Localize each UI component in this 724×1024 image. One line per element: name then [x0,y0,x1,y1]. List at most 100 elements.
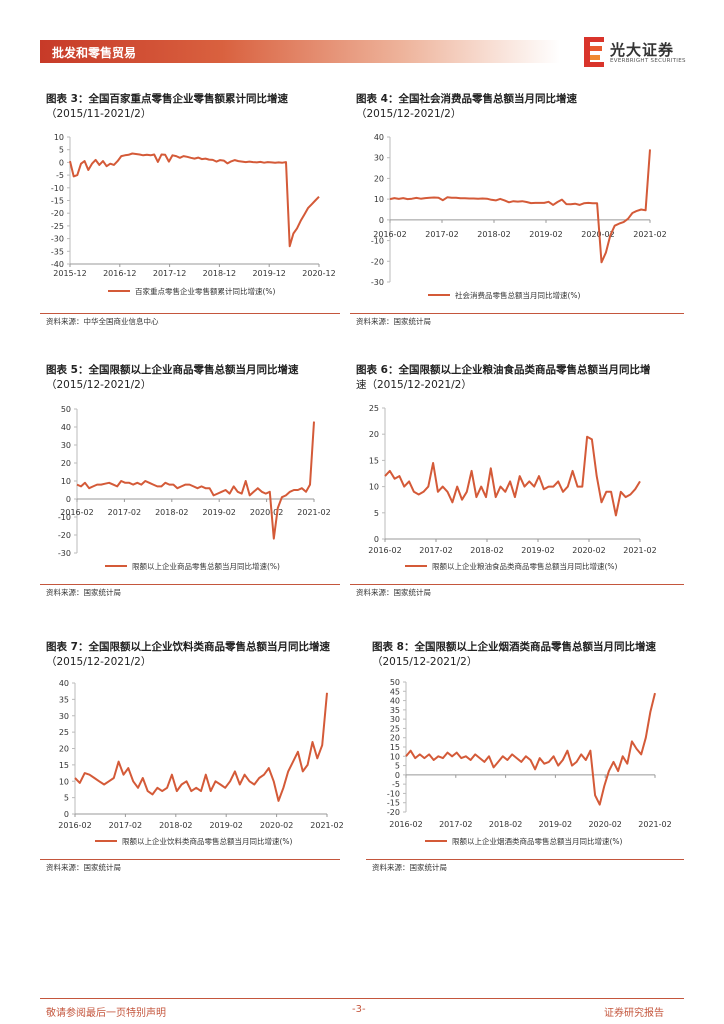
chart-6-y-tick-label: 0 [374,535,379,544]
chart-3-x-tick-label: 2015-12 [53,269,86,278]
footer-disclaimer: 敬请参阅最后一页特别声明 [46,1008,166,1019]
chart-7-x-tick-label: 2017-02 [109,821,142,830]
chart-7-y-tick-label: 25 [59,728,69,737]
chart-6-title: 图表 6：全国限额以上企业粮油食品类商品零售总额当月同比增 速（2015/12-… [356,363,650,393]
chart-3-y-tick-label: 10 [54,133,64,142]
chart-7-x-tick-label: 2018-02 [159,821,192,830]
chart-4-y-tick-label: -20 [371,257,384,266]
chart-5-y-tick-label: 40 [61,423,71,432]
chart-8-x-tick-label: 2017-02 [439,820,472,829]
chart-5-y-tick-label: -10 [58,513,71,522]
chart-6-source: 资料来源：国家统计局 [356,588,431,597]
chart-3-title-line1: 图表 3：全国百家重点零售企业零售额累计同比增速 [46,93,288,105]
chart-4-x-tick-label: 2017-02 [425,230,458,239]
chart-3-y-tick-label: -30 [51,235,64,244]
chart-7-title-line2: （2015/12-2021/2） [46,656,152,668]
brand-name-en: EVERBRIGHT SECURITIES [610,58,686,64]
chart-5-y-tick-label: -30 [58,549,71,558]
chart-4-y-tick-label: 20 [374,174,384,183]
chart-4-title: 图表 4：全国社会消费品零售总额当月同比增速 （2015/12-2021/2） [356,92,577,122]
section-banner [40,40,560,63]
chart-6-legend-label: 限额以上企业粮油食品类商品零售总额当月同比增速(%) [432,561,618,571]
chart-6-y-tick-label: 5 [374,509,379,518]
chart-6-y-tick-label: 25 [369,404,379,413]
chart-4-series-line [389,149,651,264]
chart-4-x-tick-label: 2016-02 [373,230,406,239]
chart-6-x-tick-label: 2021-02 [623,546,656,555]
chart-6-y-tick-label: 20 [369,430,379,439]
chart-8-y-tick-label: 25 [390,724,400,733]
chart-8-x-tick-label: 2018-02 [489,820,522,829]
chart-8-y-tick-label: 0 [395,771,400,780]
chart-8-series-line [405,692,656,806]
chart-5-x-tick-label: 2021-02 [297,508,330,517]
chart-3-legend-label: 百家重点零售企业零售额累计同比增速(%) [135,286,276,296]
chart-3-title-line2: （2015/11-2021/2） [46,108,152,120]
chart-8-legend-label: 限额以上企业烟酒类商品零售总额当月同比增速(%) [452,836,623,846]
chart-6-title-line1: 图表 6：全国限额以上企业粮油食品类商品零售总额当月同比增 [356,364,651,376]
chart-7-y-tick-label: 35 [59,695,69,704]
chart-5-title-line1: 图表 5：全国限额以上企业商品零售总额当月同比增速 [46,364,299,376]
chart-8-y-tick-label: 40 [390,697,400,706]
chart-7-x-tick-label: 2021-02 [310,821,343,830]
chart-7-source: 资料来源：国家统计局 [46,863,121,872]
chart-8-divider [366,859,684,860]
footer-divider [40,998,684,999]
chart-7-x-tick-label: 2020-02 [260,821,293,830]
chart-3-y-tick-label: -20 [51,209,64,218]
chart-5-y-tick-label: -20 [58,531,71,540]
chart-5-series-line [76,421,315,540]
chart-4-x-tick-label: 2021-02 [633,230,666,239]
chart-5-title: 图表 5：全国限额以上企业商品零售总额当月同比增速 （2015/12-2021/… [46,363,298,393]
chart-7-title: 图表 7：全国限额以上企业饮料类商品零售总额当月同比增速 （2015/12-20… [46,640,330,670]
chart-8-y-tick-label: -20 [387,808,400,817]
chart-4-y-tick-label: 10 [374,195,384,204]
chart-5-divider [40,584,340,585]
chart-8-title-line2: （2015/12-2021/2） [372,656,478,668]
chart-7-y-tick-label: 10 [59,777,69,786]
chart-5-x-tick-label: 2020-02 [250,508,283,517]
chart-6-divider [350,584,684,585]
chart-3-y-tick-label: -25 [51,222,64,231]
chart-6-x-tick-label: 2017-02 [419,546,452,555]
chart-6-x-tick-label: 2016-02 [368,546,401,555]
chart-8-y-tick-label: 35 [390,706,400,715]
chart-8-y-tick-label: 15 [390,743,400,752]
chart-3-y-tick-label: -40 [51,260,64,269]
chart-4-y-tick-label: 40 [374,133,384,142]
chart-3-title: 图表 3：全国百家重点零售企业零售额累计同比增速 （2015/11-2021/2… [46,92,288,122]
chart-5-x-tick-label: 2017-02 [108,508,141,517]
chart-6-y-tick-label: 10 [369,483,379,492]
chart-8-y-tick-label: 45 [390,687,400,696]
chart-4-x-tick-label: 2020-02 [581,230,614,239]
chart-4-x-tick-label: 2018-02 [477,230,510,239]
chart-5-y-tick-label: 50 [61,405,71,414]
chart-3-y-tick-label: 5 [59,146,64,155]
chart-8-y-tick-label: 10 [390,752,400,761]
chart-7-divider [40,859,340,860]
chart-6-x-tick-label: 2020-02 [572,546,605,555]
chart-7-y-tick-label: 15 [59,761,69,770]
chart-5-y-tick-label: 30 [61,441,71,450]
chart-3-x-tick-label: 2018-12 [203,269,236,278]
chart-7-y-tick-label: 20 [59,745,69,754]
chart-7-title-line1: 图表 7：全国限额以上企业饮料类商品零售总额当月同比增速 [46,641,330,653]
chart-8-y-tick-label: 20 [390,734,400,743]
chart-6-y-tick-label: 15 [369,456,379,465]
chart-3-x-tick-label: 2020-12 [302,269,335,278]
chart-5-y-tick-label: 20 [61,459,71,468]
chart-3-y-tick-label: 0 [59,158,64,167]
chart-3-x-tick-label: 2016-12 [103,269,136,278]
chart-3-series-line [69,152,320,248]
brand-name-cn: 光大证券 [610,41,675,59]
chart-7-legend-label: 限额以上企业饮料类商品零售总额当月同比增速(%) [122,836,293,846]
chart-6-x-tick-label: 2018-02 [470,546,503,555]
chart-8-x-tick-label: 2020-02 [588,820,621,829]
chart-8-x-tick-label: 2021-02 [638,820,671,829]
page-number: -3- [352,1004,366,1015]
chart-5-x-tick-label: 2016-02 [60,508,93,517]
